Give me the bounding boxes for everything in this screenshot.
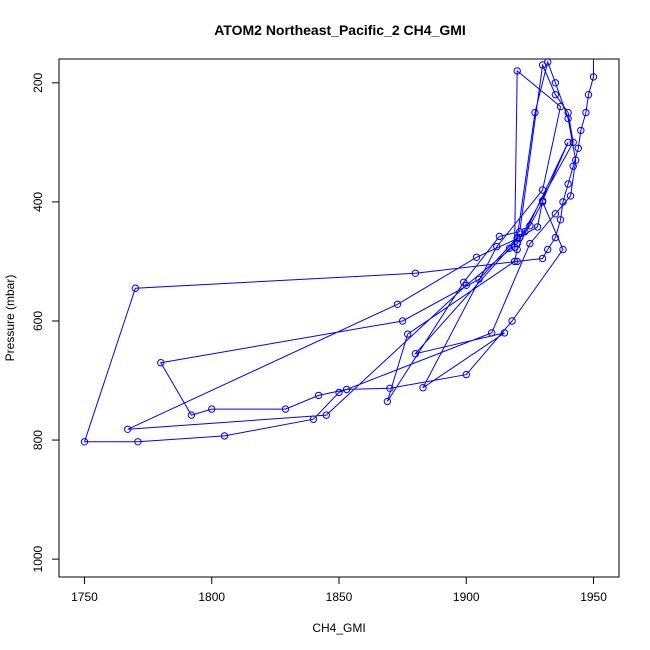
data-point — [460, 278, 468, 286]
data-point — [572, 156, 580, 164]
data-point — [564, 138, 572, 147]
data-point — [488, 329, 496, 337]
data-point — [335, 388, 343, 397]
data-point — [462, 370, 470, 379]
data-point — [472, 253, 481, 261]
data-point — [411, 269, 420, 277]
data-point — [577, 126, 585, 135]
y-tick-label: 1000 — [31, 545, 45, 572]
x-tick-label: 1800 — [198, 590, 225, 604]
x-tick-label: 1900 — [453, 590, 480, 604]
y-tick-label: 800 — [31, 430, 45, 450]
data-point — [510, 243, 519, 251]
data-point — [574, 144, 582, 153]
data-point — [475, 275, 483, 283]
x-tick-label: 1850 — [326, 590, 353, 604]
data-point — [505, 244, 514, 253]
data-point — [569, 138, 577, 147]
data-point — [513, 67, 521, 75]
data-point — [564, 108, 572, 117]
data-point — [516, 228, 524, 236]
data-point — [564, 180, 572, 188]
data-point — [187, 411, 196, 419]
series-layer — [80, 58, 598, 446]
data-point — [131, 284, 140, 292]
data-point — [566, 192, 575, 200]
data-point — [556, 102, 565, 111]
data-point — [533, 223, 542, 231]
data-point — [220, 432, 229, 440]
data-point — [493, 242, 501, 251]
y-tick-label: 600 — [31, 311, 45, 331]
data-point — [419, 384, 427, 392]
data-point — [544, 245, 552, 254]
data-point — [551, 210, 560, 218]
data-point — [383, 397, 392, 406]
data-point — [134, 438, 142, 446]
data-point — [521, 228, 529, 236]
x-axis-label: CH4_GMI — [312, 621, 365, 635]
data-point — [556, 216, 565, 224]
data-point — [513, 257, 521, 266]
data-point — [559, 245, 567, 254]
x-tick-label: 1950 — [580, 590, 607, 604]
x-tick-label: 1750 — [71, 590, 98, 604]
x-axis: 1750 1800 1850 1900 1950 — [71, 577, 607, 604]
data-point — [404, 330, 412, 338]
data-point — [551, 79, 560, 87]
data-point — [411, 350, 420, 358]
data-point — [531, 108, 539, 117]
data-point — [526, 222, 534, 230]
data-point — [342, 385, 351, 394]
data-point — [500, 329, 509, 337]
data-point — [551, 233, 560, 242]
data-point — [538, 61, 547, 69]
data-point — [398, 317, 407, 325]
data-point — [538, 186, 547, 194]
data-point — [513, 235, 521, 243]
data-point — [157, 359, 165, 367]
data-point — [80, 438, 89, 446]
data-point — [538, 254, 547, 263]
y-tick-label: 200 — [31, 72, 45, 92]
data-point — [551, 91, 560, 99]
chart-title: ATOM2 Northeast_Pacific_2 CH4_GMI — [214, 22, 466, 38]
data-point — [589, 73, 598, 81]
data-point — [393, 300, 402, 308]
data-point — [124, 425, 132, 433]
data-point — [569, 162, 577, 170]
data-point — [281, 405, 290, 413]
series-line-0 — [83, 59, 594, 443]
data-point — [526, 239, 534, 248]
data-point — [559, 198, 567, 206]
data-point — [584, 91, 593, 99]
data-point — [208, 405, 216, 413]
y-tick-label: 400 — [31, 192, 45, 212]
y-axis-label: Pressure (mbar) — [3, 275, 17, 362]
data-point — [582, 108, 590, 117]
data-point — [513, 245, 521, 254]
data-point — [538, 197, 547, 205]
data-point — [314, 391, 323, 400]
plot-frame — [58, 58, 620, 578]
data-point — [508, 317, 516, 325]
data-point — [309, 415, 318, 423]
y-axis: 200 400 600 800 1000 — [31, 72, 59, 572]
data-point — [495, 232, 504, 241]
data-point — [510, 257, 519, 266]
data-point — [322, 411, 330, 419]
data-point — [386, 384, 394, 392]
